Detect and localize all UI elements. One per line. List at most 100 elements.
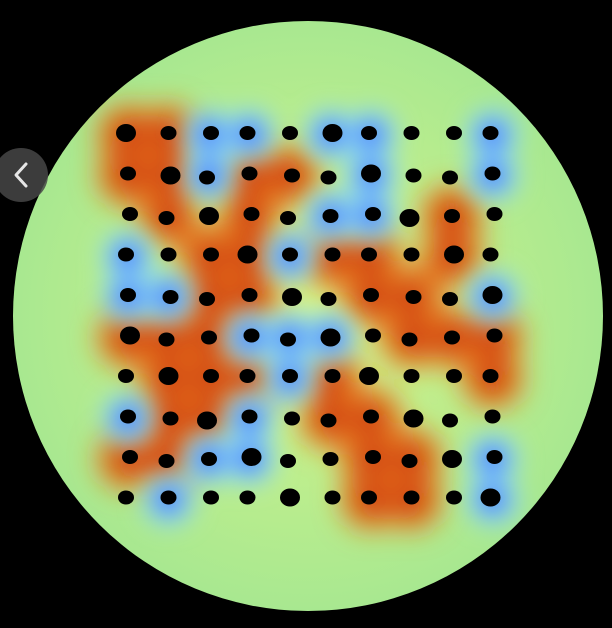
hole	[160, 490, 177, 505]
hole	[324, 247, 341, 262]
hole	[280, 332, 296, 347]
hole	[401, 454, 418, 468]
hole	[239, 490, 256, 505]
hole	[282, 126, 298, 140]
hole	[403, 409, 424, 428]
hole	[120, 166, 136, 181]
hole	[122, 450, 138, 464]
hole	[324, 490, 341, 505]
hole	[361, 247, 377, 262]
hole	[320, 413, 337, 428]
hole	[284, 411, 300, 426]
hole	[120, 326, 140, 345]
hole	[203, 247, 219, 262]
hole	[399, 209, 420, 227]
hole	[162, 290, 179, 304]
hole	[162, 411, 179, 426]
hole	[280, 454, 296, 468]
hole	[280, 488, 300, 507]
hole	[446, 490, 462, 505]
hole	[284, 168, 300, 183]
hole	[118, 369, 134, 383]
hole	[320, 292, 337, 306]
hole	[361, 164, 381, 183]
hole	[118, 247, 134, 262]
hole	[241, 166, 258, 181]
hole	[118, 490, 134, 505]
hole	[122, 207, 138, 221]
hole	[484, 166, 501, 181]
hole	[365, 328, 381, 343]
hole	[320, 328, 341, 347]
hole	[442, 413, 458, 428]
hole	[322, 209, 339, 223]
hole	[486, 207, 503, 221]
hole	[199, 292, 215, 306]
hole	[239, 126, 256, 140]
hole	[237, 245, 258, 264]
hole	[444, 330, 460, 345]
hole	[365, 450, 381, 464]
hole	[241, 409, 258, 424]
hole	[158, 454, 175, 468]
hole	[120, 409, 136, 424]
hole	[158, 332, 175, 347]
hole	[241, 288, 258, 302]
hole	[199, 207, 219, 225]
hole	[444, 209, 460, 223]
hole	[486, 328, 503, 343]
hole	[243, 207, 260, 221]
hole	[201, 452, 217, 466]
hole	[361, 126, 377, 140]
hole	[243, 328, 260, 343]
hole	[116, 124, 136, 142]
hole	[442, 170, 458, 185]
hole	[160, 247, 177, 262]
hole	[282, 288, 302, 306]
hole	[203, 490, 219, 505]
hole	[203, 126, 219, 140]
hole	[320, 170, 337, 185]
hole	[482, 369, 499, 383]
hole	[322, 124, 343, 142]
hole	[484, 409, 501, 424]
hole	[158, 367, 179, 385]
hole	[120, 288, 136, 302]
hole	[361, 490, 377, 505]
hole	[442, 292, 458, 306]
hole-array	[116, 124, 503, 507]
hole	[442, 450, 462, 468]
hole	[280, 211, 296, 225]
hole	[486, 450, 503, 464]
hole	[446, 126, 462, 140]
field-disc	[13, 21, 603, 611]
hole	[203, 369, 219, 383]
hole	[444, 245, 464, 264]
hole	[241, 448, 262, 466]
hole	[403, 369, 420, 383]
hole	[446, 369, 462, 383]
hole	[403, 126, 420, 140]
hole	[480, 488, 501, 507]
hole	[160, 166, 181, 185]
hole	[324, 369, 341, 383]
hole	[405, 168, 422, 183]
hole	[239, 369, 256, 383]
hole	[482, 247, 499, 262]
hole	[405, 290, 422, 304]
hole	[401, 332, 418, 347]
back-button[interactable]	[0, 148, 48, 202]
hole	[359, 367, 379, 385]
hole	[197, 411, 217, 430]
hole	[403, 490, 420, 505]
hole	[282, 247, 298, 262]
hole	[199, 170, 215, 185]
hole	[365, 207, 381, 221]
hole	[482, 126, 499, 140]
hole	[282, 369, 298, 383]
hole	[160, 126, 177, 140]
hole	[322, 452, 339, 466]
hole	[363, 288, 379, 302]
